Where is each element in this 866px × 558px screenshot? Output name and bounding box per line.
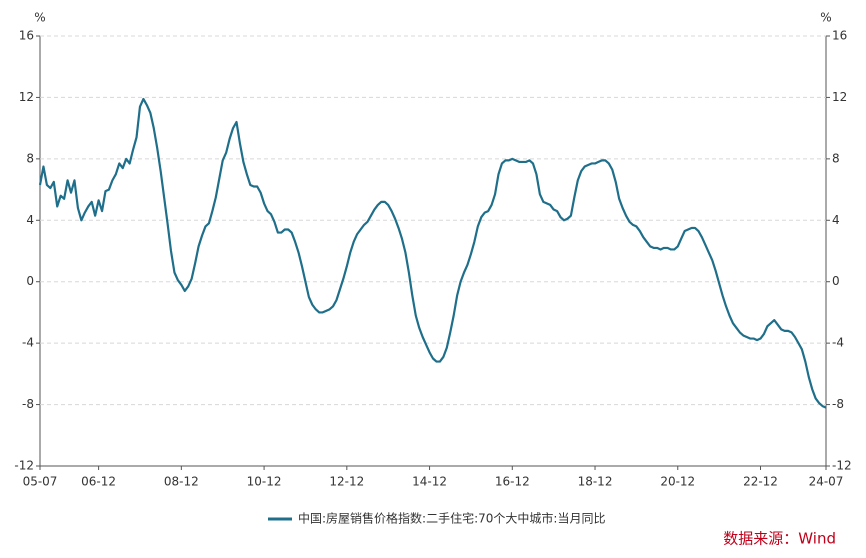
y2-tick-label: 16 [832, 29, 847, 43]
y-tick-label: 0 [26, 274, 34, 288]
x-tick-label: 06-12 [81, 475, 116, 489]
source-note: 数据来源：Wind [723, 530, 836, 548]
x-tick-label: 18-12 [578, 475, 613, 489]
x-tick-label: 24-07 [809, 475, 844, 489]
x-tick-label: 10-12 [247, 475, 282, 489]
y-tick-label: 4 [26, 213, 34, 227]
y2-tick-label: 8 [832, 151, 840, 165]
x-tick-label: 16-12 [495, 475, 530, 489]
y-tick-label: -4 [22, 336, 34, 350]
y2-axis-unit: % [820, 11, 831, 25]
y2-tick-label: -12 [832, 459, 852, 473]
y-axis-unit: % [34, 11, 45, 25]
y-tick-label: 8 [26, 151, 34, 165]
y2-tick-label: -8 [832, 397, 844, 411]
y-tick-label: 12 [19, 90, 34, 104]
y-tick-label: 16 [19, 29, 34, 43]
data-line [38, 97, 827, 409]
x-tick-label: 20-12 [660, 475, 695, 489]
x-tick-label: 14-12 [412, 475, 447, 489]
y-tick-label: -12 [14, 459, 34, 473]
x-tick-label: 05-07 [23, 475, 58, 489]
x-tick-label: 12-12 [329, 475, 364, 489]
y2-tick-label: 4 [832, 213, 840, 227]
y2-tick-label: 0 [832, 274, 840, 288]
legend-label: 中国:房屋销售价格指数:二手住宅:70个大中城市:当月同比 [298, 511, 605, 526]
x-tick-label: 22-12 [743, 475, 778, 489]
x-tick-label: 08-12 [164, 475, 199, 489]
y-tick-label: -8 [22, 397, 34, 411]
y2-tick-label: 12 [832, 90, 847, 104]
y2-tick-label: -4 [832, 336, 844, 350]
